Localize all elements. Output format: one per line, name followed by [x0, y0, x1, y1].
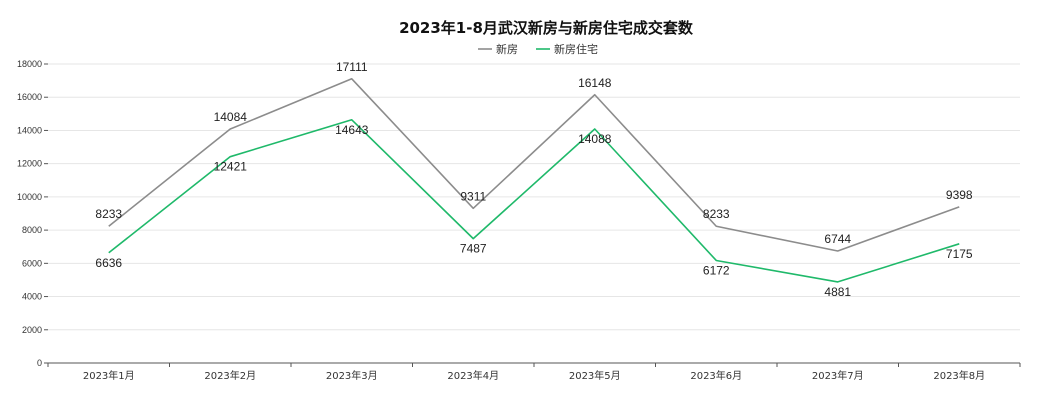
x-tick-label: 2023年7月 — [812, 369, 864, 382]
legend-item-新房[interactable]: 新房 — [478, 42, 518, 56]
data-label: 8233 — [95, 207, 122, 221]
x-tick-label: 2023年8月 — [933, 369, 985, 382]
data-label: 16148 — [578, 76, 612, 90]
x-tick-label: 2023年1月 — [83, 369, 135, 382]
data-label: 8233 — [703, 207, 730, 221]
y-tick-label: 4000 — [22, 292, 42, 302]
data-label: 7175 — [946, 247, 973, 261]
legend-item-新房住宅[interactable]: 新房住宅 — [536, 42, 598, 56]
y-tick-label: 10000 — [17, 192, 42, 202]
data-label: 4881 — [824, 285, 851, 299]
series-line-新房住宅 — [108, 118, 960, 283]
y-tick-label: 12000 — [17, 159, 42, 169]
data-label: 9311 — [460, 189, 486, 203]
x-tick-label: 2023年5月 — [569, 369, 621, 382]
data-label: 14643 — [335, 123, 369, 137]
chart-title: 2023年1-8月武汉新房与新房住宅成交套数 — [399, 19, 694, 37]
y-tick-label: 6000 — [22, 258, 42, 268]
data-label: 17111 — [336, 60, 368, 74]
data-label: 14088 — [578, 132, 612, 146]
y-tick-label: 14000 — [17, 125, 42, 135]
data-label: 6636 — [95, 256, 122, 270]
y-tick-label: 8000 — [22, 225, 42, 235]
y-tick-label: 2000 — [22, 325, 42, 335]
x-tick-label: 2023年2月 — [204, 369, 256, 382]
series-layer — [108, 77, 960, 283]
data-label: 12421 — [214, 160, 248, 174]
y-tick-label: 18000 — [17, 59, 42, 69]
y-tick-label: 0 — [37, 358, 42, 368]
data-labels: 8233 14084 17111 9311 16148 8233 6744 9398 6636 1… — [95, 60, 973, 299]
y-tick-label: 16000 — [17, 92, 42, 102]
y-axis: 0 2000 4000 6000 8000 10000 12000 14000 16000 180… — [17, 59, 48, 368]
data-label: 14084 — [214, 110, 248, 124]
x-tick-label: 2023年6月 — [690, 369, 742, 382]
x-axis: 2023年1月 2023年2月 2023年3月 2023年4月 2023年5月 2023年… — [47, 362, 1021, 382]
series-line-新房 — [108, 77, 960, 252]
data-label: 7487 — [460, 242, 487, 256]
data-label: 6744 — [824, 232, 851, 246]
x-tick-label: 2023年4月 — [447, 369, 499, 382]
grid — [48, 63, 1020, 331]
legend-label: 新房住宅 — [554, 42, 598, 56]
legend-label: 新房 — [496, 42, 518, 56]
legend[interactable]: 新房 新房住宅 — [478, 42, 598, 56]
data-label: 6172 — [703, 263, 730, 277]
x-tick-label: 2023年3月 — [326, 369, 378, 382]
data-label: 9398 — [946, 188, 973, 202]
